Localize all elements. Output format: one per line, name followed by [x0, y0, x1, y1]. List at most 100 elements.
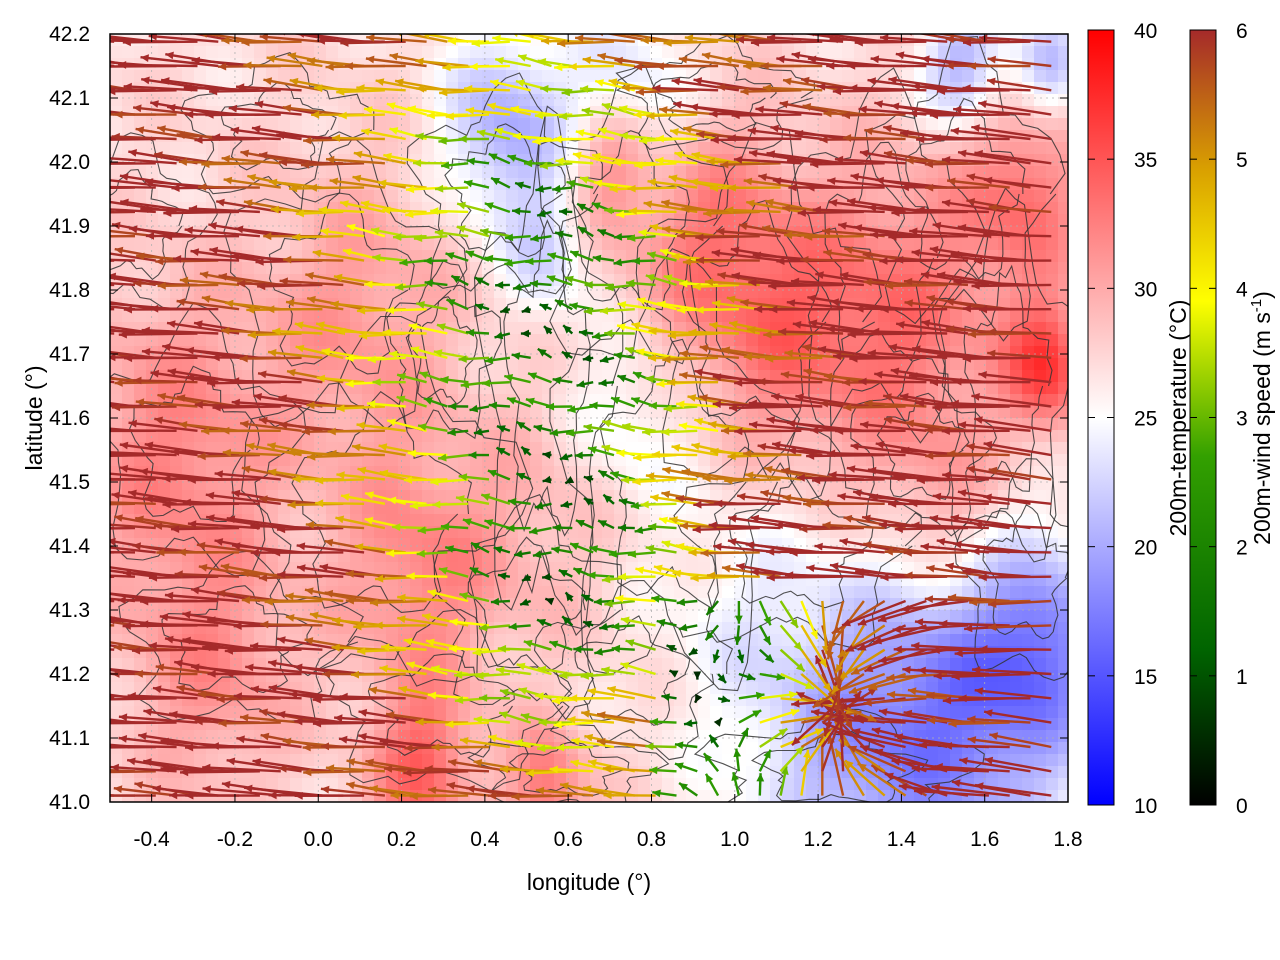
heatmap-cell: [314, 310, 327, 323]
heatmap-cell: [614, 310, 627, 323]
heatmap-cell: [758, 190, 771, 203]
heatmap-cell: [506, 334, 519, 347]
heatmap-cell: [518, 562, 531, 575]
heatmap-cell: [110, 334, 123, 347]
heatmap-cell: [398, 622, 411, 635]
heatmap-cell: [662, 262, 675, 275]
heatmap-cell: [866, 94, 879, 107]
heatmap-cell: [1046, 430, 1059, 443]
heatmap-cell: [338, 166, 351, 179]
heatmap-cell: [674, 682, 687, 695]
heatmap-cell: [926, 214, 939, 227]
heatmap-cell: [182, 778, 195, 791]
heatmap-cell: [1010, 358, 1023, 371]
heatmap-cell: [722, 94, 735, 107]
heatmap-cell: [1010, 334, 1023, 347]
heatmap-cell: [1034, 154, 1047, 167]
heatmap-cell: [626, 94, 639, 107]
heatmap-cell: [938, 634, 951, 647]
heatmap-cell: [230, 658, 243, 671]
heatmap-cell: [578, 94, 591, 107]
heatmap-cell: [314, 622, 327, 635]
heatmap-cell: [422, 70, 435, 83]
heatmap-cell: [146, 286, 159, 299]
heatmap-cell: [722, 286, 735, 299]
heatmap-cell: [458, 94, 471, 107]
heatmap-cell: [422, 118, 435, 131]
heatmap-cell: [554, 82, 567, 95]
heatmap-cell: [902, 334, 915, 347]
heatmap-cell: [230, 358, 243, 371]
heatmap-cell: [506, 718, 519, 731]
heatmap-cell: [590, 70, 603, 83]
heatmap-cell: [242, 238, 255, 251]
heatmap-cell: [110, 94, 123, 107]
heatmap-cell: [758, 238, 771, 251]
heatmap-cell: [242, 334, 255, 347]
heatmap-cell: [134, 310, 147, 323]
heatmap-cell: [242, 46, 255, 59]
heatmap-cell: [470, 118, 483, 131]
heatmap-cell: [950, 262, 963, 275]
heatmap-cell: [1022, 382, 1035, 395]
heatmap-cell: [470, 94, 483, 107]
heatmap-cell: [1034, 310, 1047, 323]
heatmap-cell: [770, 754, 783, 767]
heatmap-cell: [650, 658, 663, 671]
heatmap-cell: [626, 118, 639, 131]
heatmap-cell: [746, 310, 759, 323]
heatmap-cell: [1022, 118, 1035, 131]
heatmap-cell: [398, 166, 411, 179]
heatmap-cell: [602, 634, 615, 647]
heatmap-cell: [986, 142, 999, 155]
heatmap-cell: [542, 754, 555, 767]
heatmap-cell: [1046, 82, 1059, 95]
heatmap-cell: [602, 190, 615, 203]
heatmap-cell: [986, 190, 999, 203]
heatmap-cell: [722, 334, 735, 347]
heatmap-cell: [950, 658, 963, 671]
heatmap-cell: [626, 46, 639, 59]
heatmap-cell: [1058, 58, 1068, 71]
heatmap-cell: [290, 142, 303, 155]
heatmap-cell: [206, 754, 219, 767]
heatmap-cell: [266, 214, 279, 227]
heatmap-cell: [722, 310, 735, 323]
heatmap-cell: [314, 466, 327, 479]
heatmap-cell: [254, 166, 267, 179]
heatmap-cell: [590, 166, 603, 179]
heatmap-cell: [194, 46, 207, 59]
heatmap-cell: [914, 166, 927, 179]
heatmap-cell: [314, 358, 327, 371]
heatmap-cell: [170, 238, 183, 251]
heatmap-cell: [782, 286, 795, 299]
heatmap-cell: [1058, 178, 1068, 191]
heatmap-cell: [1046, 262, 1059, 275]
heatmap-cell: [866, 382, 879, 395]
heatmap-cell: [482, 46, 495, 59]
heatmap-cell: [434, 358, 447, 371]
heatmap-cell: [266, 358, 279, 371]
heatmap-cell: [1010, 370, 1023, 383]
heatmap-cell: [122, 190, 135, 203]
heatmap-cell: [482, 34, 495, 47]
heatmap-cell: [770, 598, 783, 611]
heatmap-cell: [494, 634, 507, 647]
heatmap-cell: [326, 310, 339, 323]
heatmap-cell: [566, 358, 579, 371]
heatmap-cell: [374, 142, 387, 155]
heatmap-cell: [410, 538, 423, 551]
heatmap-cell: [614, 286, 627, 299]
heatmap-cell: [362, 118, 375, 131]
heatmap-cell: [398, 238, 411, 251]
heatmap-cell: [710, 142, 723, 155]
heatmap-cell: [134, 142, 147, 155]
heatmap-cell: [854, 286, 867, 299]
heatmap-cell: [998, 610, 1011, 623]
heatmap-cell: [530, 454, 543, 467]
heatmap-cell: [506, 634, 519, 647]
heatmap-cell: [194, 262, 207, 275]
heatmap-cell: [842, 118, 855, 131]
heatmap-cell: [950, 70, 963, 83]
heatmap-cell: [134, 214, 147, 227]
